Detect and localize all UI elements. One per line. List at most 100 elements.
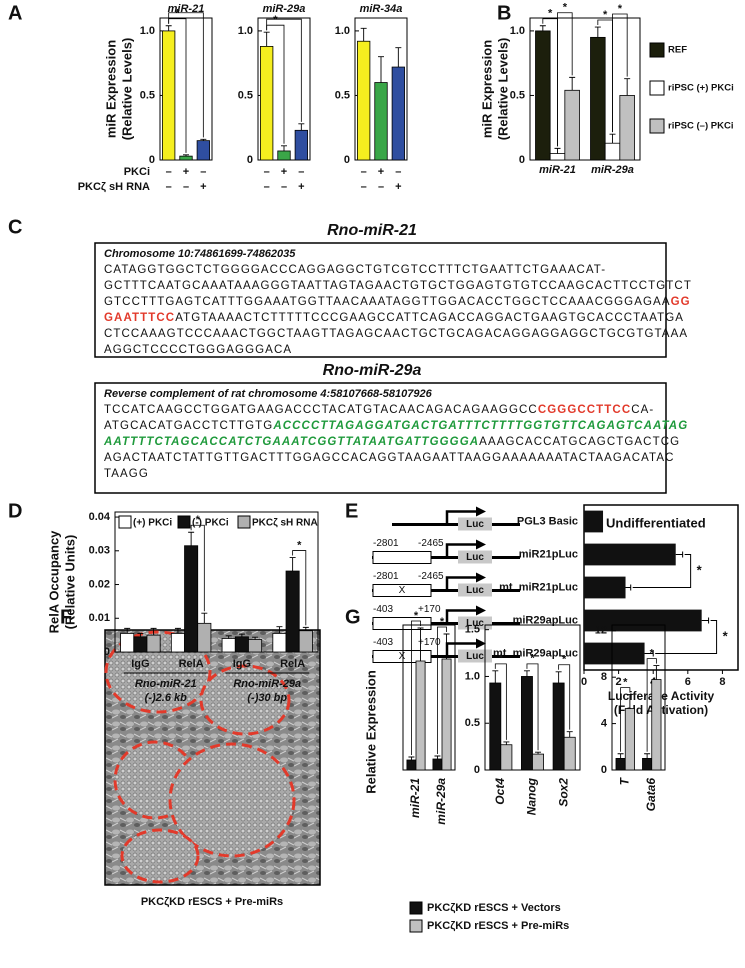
panel-label: E bbox=[345, 500, 358, 522]
treatment-mark: – bbox=[264, 166, 270, 178]
sequence-box bbox=[94, 242, 667, 358]
legend-label: (-) PKCi bbox=[192, 518, 229, 529]
significance-bracket bbox=[557, 12, 573, 147]
reporter-box bbox=[458, 616, 492, 630]
x-tick-label: miR-21 bbox=[539, 164, 576, 176]
x-tick-label: 6 bbox=[685, 676, 691, 688]
bar bbox=[615, 758, 626, 771]
chart-title: miR-34a bbox=[360, 3, 403, 15]
error-bar bbox=[644, 753, 651, 759]
error-bar bbox=[165, 25, 172, 31]
sequence-line: CATAGGTGGCTCTGGGGACCCAGGAGGCTGTCGTCCTTTC… bbox=[104, 264, 606, 276]
error-bar bbox=[555, 671, 562, 683]
sequence-segment: GG bbox=[671, 296, 691, 308]
promoter-box bbox=[372, 650, 432, 663]
bar bbox=[584, 543, 676, 566]
promoter-box bbox=[372, 617, 432, 630]
significance-bracket bbox=[620, 687, 631, 752]
bar bbox=[248, 639, 263, 653]
x-tick-label: IgG bbox=[233, 658, 251, 670]
position-label: -2801 bbox=[373, 538, 399, 549]
y-tick-label: 0.04 bbox=[89, 511, 111, 523]
y-axis-label: miR Expression bbox=[479, 40, 494, 138]
sequence-segment: GCTTTCAATGCAAATAAAGGGTAATTAGTAGAACTGTGCT… bbox=[104, 280, 692, 292]
group-label: (-)2.6 kb bbox=[145, 692, 187, 704]
x-tick-label: Oct4 bbox=[493, 778, 507, 805]
bar bbox=[441, 658, 452, 771]
error-bar bbox=[183, 154, 189, 157]
significance-bracket bbox=[655, 620, 718, 654]
treatment-mark: – bbox=[200, 166, 206, 178]
y-tick-label: 0 bbox=[344, 154, 350, 166]
error-bar bbox=[252, 636, 259, 640]
legend-swatch bbox=[409, 919, 423, 933]
sequence-segment: CA- bbox=[631, 404, 654, 416]
chart-title: miR-29a bbox=[263, 3, 306, 15]
error-bar bbox=[276, 626, 283, 634]
y-axis-label: miR Expression bbox=[103, 40, 118, 138]
sequence-line: GAATTTCCATGTAAAACTCTTTTTCCCGAAGCCATTCAGA… bbox=[104, 312, 684, 324]
treatment-mark: – bbox=[281, 181, 287, 193]
sequence-segment: AGGCTCCCCTGGGAGGGACA bbox=[104, 344, 292, 356]
significance-label: * bbox=[723, 628, 729, 643]
sequence-segment: ATGTAAAACTCTTTTTCCCGAAGCCATTCAGACCAGGACT… bbox=[175, 312, 684, 324]
significance-label: * bbox=[273, 14, 278, 26]
sequence-segment: TAAGG bbox=[104, 468, 149, 480]
bar bbox=[406, 759, 417, 771]
sequence-line: ATGCACATGACCTCTTGTGACCCCTTAGAGGATGACTGAT… bbox=[104, 420, 688, 432]
bar bbox=[277, 150, 291, 161]
bar bbox=[521, 676, 533, 771]
y-tick-label: 0 bbox=[601, 764, 607, 776]
bar bbox=[120, 633, 135, 653]
bar bbox=[584, 609, 702, 632]
y-tick-label: 0.03 bbox=[89, 545, 110, 557]
mutation-mark: X bbox=[399, 651, 406, 662]
bar bbox=[564, 89, 580, 161]
significance-bracket bbox=[646, 658, 657, 752]
y-tick-label: 0.5 bbox=[335, 89, 350, 101]
legend-swatch bbox=[237, 515, 251, 529]
bar bbox=[552, 682, 565, 771]
sequence-segment: CTCCAAAGTCCCAAACTGGCTAAGTTAGAGCAACTGCTGC… bbox=[104, 328, 688, 340]
significance-bracket bbox=[526, 663, 539, 751]
sequence-title: Rno-miR-21 bbox=[327, 222, 417, 239]
bar bbox=[619, 95, 635, 161]
bar bbox=[584, 576, 626, 599]
bar bbox=[584, 510, 604, 533]
bar bbox=[432, 758, 443, 771]
significance-bracket bbox=[632, 554, 692, 588]
bar bbox=[604, 142, 621, 161]
x-tick-label: Nanog bbox=[525, 777, 539, 815]
group-label: Rno-miR-29a bbox=[233, 678, 301, 690]
position-label: -403 bbox=[373, 604, 393, 615]
plot-frame bbox=[611, 624, 666, 771]
bar bbox=[294, 129, 308, 161]
position-label: -2465 bbox=[418, 571, 444, 582]
reporter-label: Luc bbox=[466, 519, 484, 530]
error-bar bbox=[523, 670, 530, 677]
sequence-line: GCTTTCAATGCAAATAAAGGGTAATTAGTAGAACTGTGCT… bbox=[104, 280, 692, 292]
y-tick-label: 12 bbox=[595, 625, 607, 637]
tss-arrow bbox=[445, 609, 478, 624]
y-axis-label: (Relative Levels) bbox=[119, 38, 134, 141]
treatment-mark: + bbox=[378, 166, 384, 178]
y-tick-label: 0.5 bbox=[510, 89, 525, 101]
reporter-label: Luc bbox=[466, 618, 484, 629]
error-bar bbox=[539, 25, 546, 31]
y-tick-label: miR21pLuc bbox=[519, 548, 578, 560]
significance-label: * bbox=[697, 562, 703, 577]
error-bar bbox=[395, 47, 402, 68]
tss-arrow bbox=[445, 576, 478, 591]
y-tick-label: 1.5 bbox=[465, 624, 480, 636]
bar bbox=[234, 636, 249, 653]
x-tick-label: Sox2 bbox=[556, 778, 570, 807]
error-bar bbox=[137, 632, 144, 637]
error-bar bbox=[378, 56, 384, 83]
sequence-line: AATTTTCTAGCACCATCTGAAATCGGTTATAATGATTGGG… bbox=[103, 436, 680, 448]
y-axis-label: Relative Expression bbox=[363, 670, 378, 794]
y-tick-label: 0 bbox=[104, 646, 110, 658]
significance-label: * bbox=[603, 9, 608, 21]
legend-label: riPSC (+) PKCi bbox=[668, 83, 734, 94]
position-label: -2801 bbox=[373, 571, 399, 582]
treatment-mark: – bbox=[298, 166, 304, 178]
